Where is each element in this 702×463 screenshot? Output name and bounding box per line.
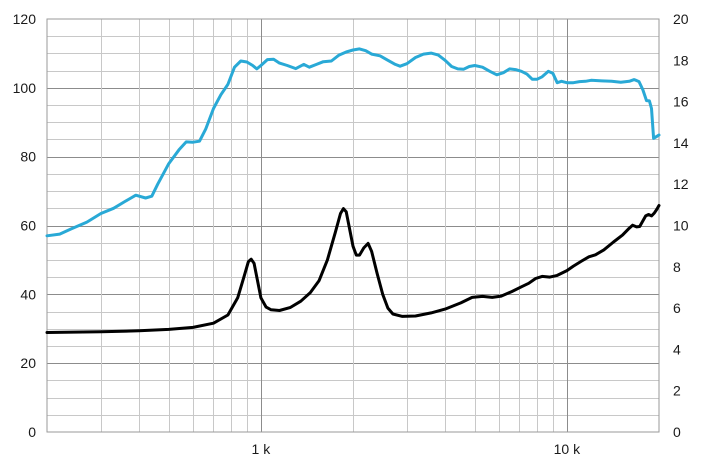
x-tick-label: 1 k (252, 441, 272, 457)
series-line-1 (45, 47, 661, 238)
y-right-tick-label: 4 (673, 341, 681, 357)
y-left-tick-label: 60 (20, 218, 36, 234)
y-left-tick-label: 80 (20, 149, 36, 165)
y-right-tick-label: 6 (673, 300, 681, 316)
x-tick-label: 10 k (554, 441, 581, 457)
y-right-tick-label: 18 (673, 52, 689, 68)
tick-labels: 0 20 40 60 80 100 120 0 2 4 6 8 10 12 14 16 18 20 1 k 10 k (13, 11, 689, 457)
y-left-tick-label: 40 (20, 286, 36, 302)
plot-frame (46, 18, 660, 433)
y-right-tick-label: 16 (673, 94, 689, 110)
series-group (45, 47, 661, 334)
y-right-tick-label: 8 (673, 259, 681, 275)
y-right-tick-label: 2 (673, 383, 681, 399)
y-right-tick-label: 0 (673, 424, 681, 440)
y-right-tick-label: 20 (673, 11, 689, 27)
y-right-tick-label: 14 (673, 135, 689, 151)
y-right-tick-label: 10 (673, 218, 689, 234)
y-left-tick-label: 0 (28, 424, 36, 440)
y-left-tick-label: 120 (13, 11, 37, 27)
y-left-tick-label: 100 (13, 80, 37, 96)
y-left-tick-label: 20 (20, 355, 36, 371)
series-line-2 (45, 204, 661, 334)
y-right-tick-label: 12 (673, 176, 689, 192)
